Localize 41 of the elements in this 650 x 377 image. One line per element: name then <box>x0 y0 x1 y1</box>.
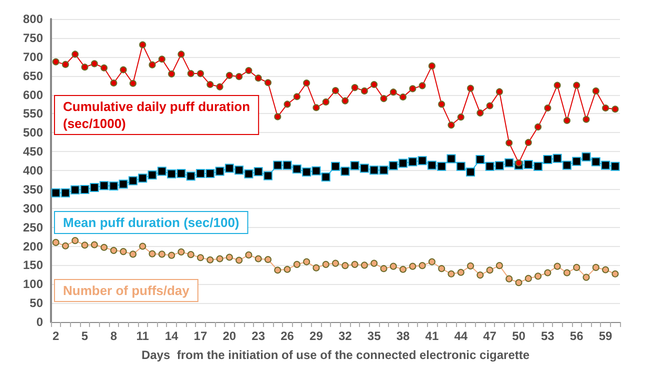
x-tick-label: 50 <box>512 329 526 343</box>
series-label: Number of puffs/day <box>63 283 190 298</box>
x-tick-label: 41 <box>425 329 439 343</box>
y-tick-label: 500 <box>22 126 44 140</box>
x-tick-label: 59 <box>598 329 613 343</box>
x-tick-label: 32 <box>338 329 352 343</box>
y-tick-label: 600 <box>22 88 44 102</box>
x-tick-label: 11 <box>136 329 150 343</box>
y-tick-label: 200 <box>22 239 44 254</box>
y-tick-label: 50 <box>30 296 44 310</box>
y-tick-label: 250 <box>22 220 44 234</box>
y-tick-label: 550 <box>22 106 44 121</box>
y-tick-label: 300 <box>22 201 44 216</box>
y-tick-label: 400 <box>22 164 44 178</box>
y-tick-label: 750 <box>22 30 44 45</box>
y-tick-label: 100 <box>22 277 44 292</box>
series-label: Cumulative daily puff duration (sec/1000) <box>63 99 250 131</box>
x-tick-label: 17 <box>194 329 208 343</box>
x-axis-title: Days from the initiation of use of the connected electronic cigarette <box>141 348 530 362</box>
y-tick-label: 700 <box>22 50 44 64</box>
y-tick-label: 650 <box>22 68 44 83</box>
x-tick-label: 5 <box>81 329 88 343</box>
y-tick-label: 800 <box>22 12 44 26</box>
x-tick-label: 14 <box>164 329 179 343</box>
series-label: Mean puff duration (sec/100) <box>63 215 240 230</box>
x-tick-label: 47 <box>483 329 497 343</box>
x-tick-label: 8 <box>110 329 118 343</box>
x-tick-label: 23 <box>252 329 266 343</box>
y-tick-label: 150 <box>22 258 44 272</box>
x-tick-label: 20 <box>222 329 236 343</box>
x-tick-label: 38 <box>396 329 410 343</box>
x-tick-label: 29 <box>310 329 324 343</box>
x-tick-label: 53 <box>540 329 555 343</box>
y-tick-label: 350 <box>22 182 44 196</box>
x-tick-label: 35 <box>367 329 382 343</box>
y-tick-label: 0 <box>36 315 44 329</box>
x-tick-label: 56 <box>570 329 584 343</box>
x-tick-label: 26 <box>280 329 294 343</box>
x-tick-label: 44 <box>454 329 468 343</box>
x-tick-label: 2 <box>52 329 60 343</box>
y-tick-label: 450 <box>22 144 44 159</box>
